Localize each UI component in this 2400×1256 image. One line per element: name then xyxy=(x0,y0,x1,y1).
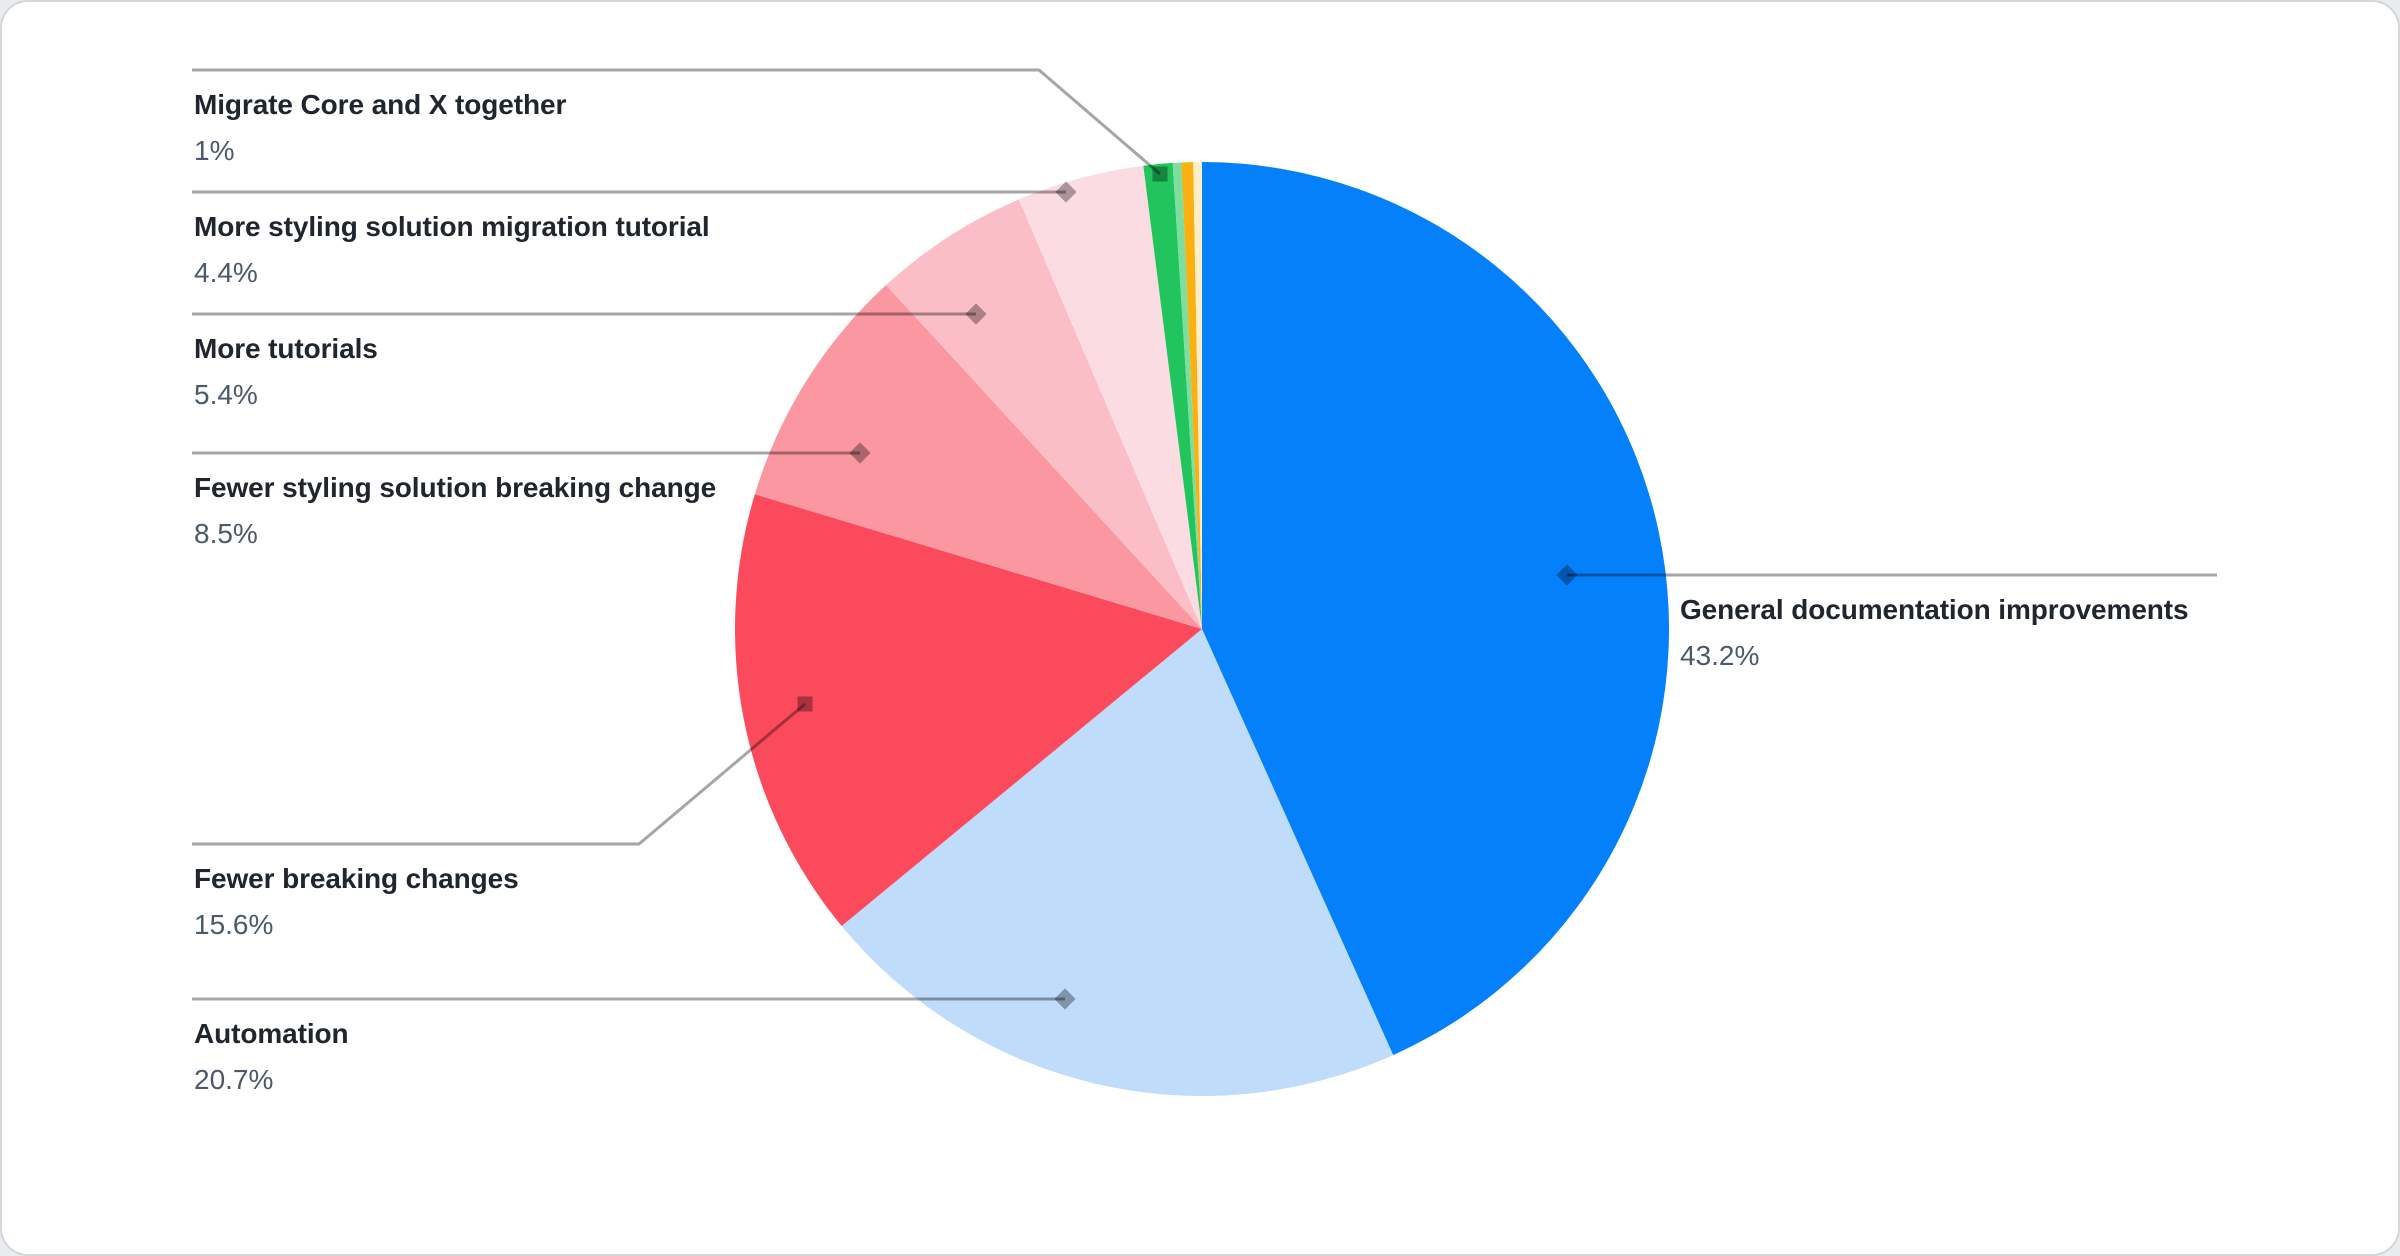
pie-slice-migrate-core-and-x-together[interactable] xyxy=(1143,162,1202,629)
slice-label: Fewer breaking changes xyxy=(194,863,519,894)
leader-marker-migrate-core-and-x-together xyxy=(1152,166,1168,182)
callout-more-styling-solution-migration-tutorial: More styling solution migration tutorial… xyxy=(194,210,710,290)
callout-fewer-breaking-changes: Fewer breaking changes 15.6% xyxy=(194,862,519,942)
slice-percent: 20.7% xyxy=(194,1064,274,1095)
slice-label: Migrate Core and X together xyxy=(194,89,567,120)
pie-slice-fewer-styling-solution-breaking-change[interactable] xyxy=(754,285,1202,629)
pie-slice-more-tutorials[interactable] xyxy=(886,199,1202,629)
slice-percent: 8.5% xyxy=(194,518,258,549)
leader-line-fewer-breaking-changes xyxy=(192,702,806,846)
callout-automation: Automation 20.7% xyxy=(194,1017,349,1097)
slice-percent: 15.6% xyxy=(194,909,274,940)
slice-label: Fewer styling solution breaking change xyxy=(194,472,717,503)
pie-slice-other-7[interactable] xyxy=(1172,162,1202,629)
slice-label: More tutorials xyxy=(194,333,378,364)
slice-label: General documentation improvements xyxy=(1680,594,2189,625)
leader-line-migrate-core-and-x-together xyxy=(192,68,1161,176)
slice-percent: 4.4% xyxy=(194,257,258,288)
pie-slice-general-documentation-improvements[interactable] xyxy=(1202,162,1669,1056)
leader-marker-fewer-styling-solution-breaking-change xyxy=(849,442,871,464)
callout-migrate-core-and-x-together: Migrate Core and X together 1% xyxy=(194,88,566,168)
pie-slice-other-8[interactable] xyxy=(1181,162,1202,629)
slice-percent: 5.4% xyxy=(194,379,258,410)
leader-marker-fewer-breaking-changes xyxy=(797,696,813,712)
callout-more-tutorials: More tutorials 5.4% xyxy=(194,332,378,412)
pie-slice-other-9[interactable] xyxy=(1193,162,1202,629)
slice-label: Automation xyxy=(194,1018,349,1049)
pie-slice-automation[interactable] xyxy=(841,629,1394,1096)
callout-fewer-styling-solution-breaking-change: Fewer styling solution breaking change 8… xyxy=(194,471,716,551)
slice-label: More styling solution migration tutorial xyxy=(194,211,710,242)
slice-percent: 1% xyxy=(194,135,235,166)
slice-percent: 43.2% xyxy=(1680,640,1760,671)
pie-slice-more-styling-solution-migration-tutorial[interactable] xyxy=(1018,165,1202,629)
leader-marker-more-tutorials xyxy=(965,303,987,325)
pie-slice-fewer-breaking-changes[interactable] xyxy=(734,494,1202,927)
callout-general-documentation-improvements: General documentation improvements 43.2% xyxy=(1680,593,2189,673)
